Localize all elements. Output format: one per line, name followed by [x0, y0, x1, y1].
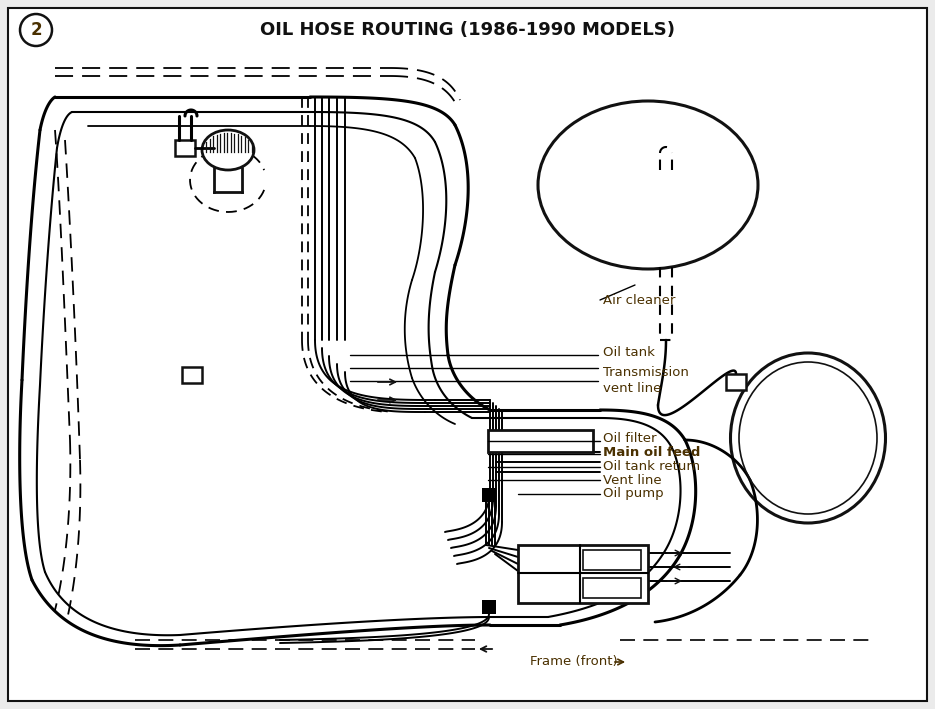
Ellipse shape: [538, 101, 758, 269]
Text: Vent line: Vent line: [603, 474, 662, 486]
Bar: [583, 578, 641, 598]
Bar: [583, 550, 641, 570]
Bar: [175, 140, 195, 156]
Text: Oil pump: Oil pump: [603, 488, 664, 501]
Bar: [518, 545, 648, 603]
Text: Air cleaner: Air cleaner: [603, 294, 675, 306]
Text: Frame (front): Frame (front): [530, 656, 618, 669]
Text: Main oil feed: Main oil feed: [603, 447, 700, 459]
Text: Oil filter: Oil filter: [603, 432, 656, 445]
Text: OIL HOSE ROUTING (1986-1990 MODELS): OIL HOSE ROUTING (1986-1990 MODELS): [260, 21, 675, 39]
Text: Oil tank: Oil tank: [603, 347, 654, 359]
Bar: [182, 367, 202, 383]
Ellipse shape: [730, 353, 885, 523]
Bar: [488, 430, 593, 452]
Text: Transmission
vent line: Transmission vent line: [603, 366, 689, 395]
Text: Oil tank return: Oil tank return: [603, 461, 700, 474]
Bar: [482, 600, 496, 614]
Bar: [726, 374, 746, 390]
Bar: [482, 488, 496, 502]
Ellipse shape: [202, 130, 254, 170]
Text: 2: 2: [30, 21, 42, 39]
